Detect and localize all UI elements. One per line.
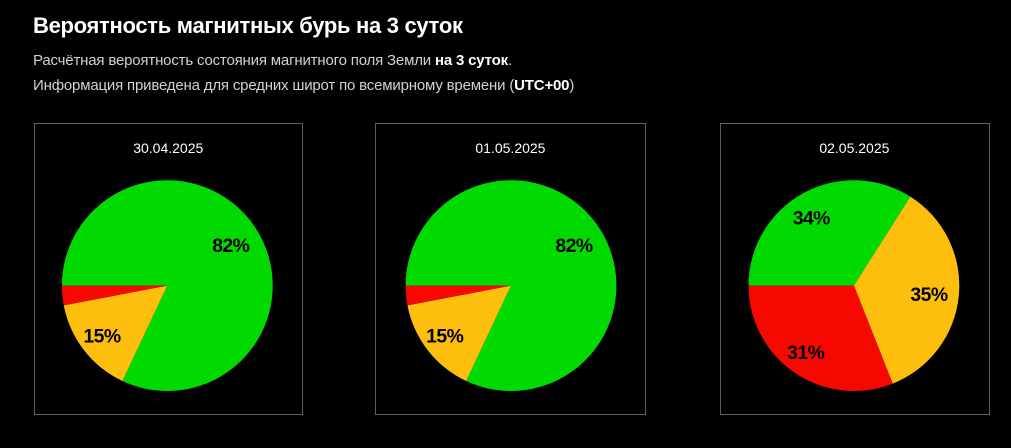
svg-text:82%: 82%	[555, 235, 592, 257]
svg-text:82%: 82%	[212, 235, 249, 257]
svg-text:31%: 31%	[787, 342, 824, 364]
svg-text:15%: 15%	[83, 325, 120, 347]
svg-text:35%: 35%	[910, 284, 947, 306]
svg-text:15%: 15%	[426, 325, 463, 347]
svg-text:34%: 34%	[793, 208, 830, 230]
